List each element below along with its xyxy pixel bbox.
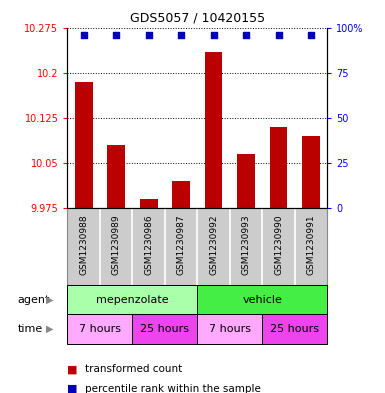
Text: ▶: ▶: [46, 295, 54, 305]
Bar: [237, 154, 255, 208]
Text: mepenzolate: mepenzolate: [96, 295, 169, 305]
Point: [308, 31, 314, 38]
Point: [275, 31, 281, 38]
Text: GSM1230992: GSM1230992: [209, 215, 218, 275]
Text: GSM1230990: GSM1230990: [274, 215, 283, 275]
Bar: [140, 199, 157, 208]
Text: time: time: [17, 324, 43, 334]
Bar: [107, 145, 125, 208]
Bar: [204, 51, 223, 208]
Text: GSM1230988: GSM1230988: [79, 215, 88, 275]
Text: GSM1230989: GSM1230989: [112, 215, 121, 275]
Text: transformed count: transformed count: [85, 364, 182, 375]
Title: GDS5057 / 10420155: GDS5057 / 10420155: [130, 12, 265, 25]
Point: [113, 31, 119, 38]
Text: 7 hours: 7 hours: [209, 324, 251, 334]
Bar: [172, 181, 190, 208]
Text: 25 hours: 25 hours: [140, 324, 189, 334]
Bar: [132, 314, 197, 344]
Point: [243, 31, 249, 38]
Text: GSM1230986: GSM1230986: [144, 215, 153, 275]
Bar: [302, 136, 320, 208]
Point: [80, 31, 87, 38]
Bar: [67, 285, 198, 314]
Point: [178, 31, 184, 38]
Point: [211, 31, 217, 38]
Text: ■: ■: [67, 364, 78, 375]
Bar: [198, 285, 327, 314]
Text: percentile rank within the sample: percentile rank within the sample: [85, 384, 261, 393]
Bar: [262, 314, 327, 344]
Bar: [270, 127, 288, 208]
Text: GSM1230991: GSM1230991: [306, 215, 316, 275]
Text: 25 hours: 25 hours: [270, 324, 319, 334]
Text: ▶: ▶: [46, 324, 54, 334]
Bar: [75, 82, 92, 208]
Point: [146, 31, 152, 38]
Bar: [198, 314, 262, 344]
Bar: [67, 314, 132, 344]
Text: GSM1230993: GSM1230993: [241, 215, 251, 275]
Text: ■: ■: [67, 384, 78, 393]
Text: agent: agent: [17, 295, 50, 305]
Text: 7 hours: 7 hours: [79, 324, 121, 334]
Text: vehicle: vehicle: [242, 295, 282, 305]
Text: GSM1230987: GSM1230987: [177, 215, 186, 275]
